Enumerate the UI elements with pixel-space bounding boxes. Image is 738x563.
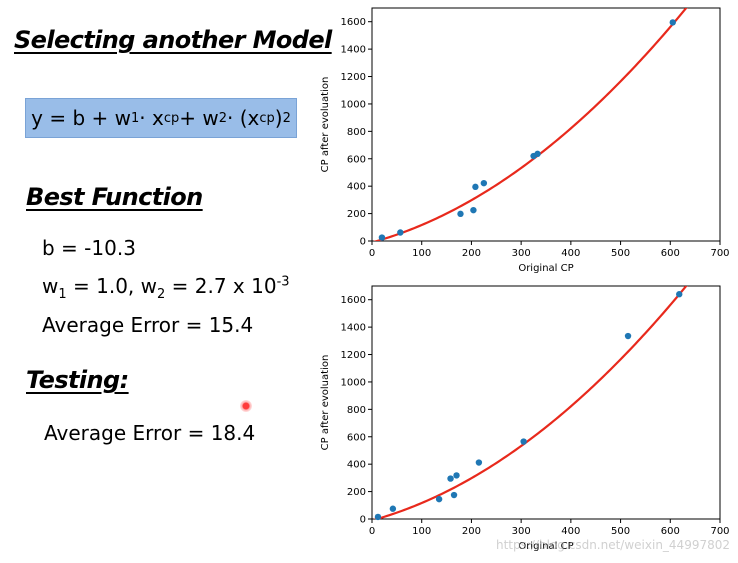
train-ytick-label: 1600 [341, 17, 366, 28]
test-data-point [389, 505, 397, 512]
w2-exp: -3 [276, 274, 290, 290]
train-data-point [534, 150, 541, 158]
b-value: b = -10.3 [42, 236, 136, 260]
w2-value: = 2.7 x 10 [165, 274, 277, 298]
train-data-point [378, 234, 386, 241]
formula-xcp2-sub: cp [259, 110, 275, 126]
test-data-point [435, 495, 443, 503]
train-ytick-label: 200 [347, 209, 366, 220]
w1-sub: 1 [58, 287, 67, 302]
training-chart-svg: 0 100 200 300 400 500 600 700 0 200 400 600 800 1000 1… [320, 7, 730, 274]
formula-xcp-sub: cp [163, 110, 180, 126]
train-data-point [480, 179, 488, 187]
watermark: https://blog.csdn.net/weixin_44997802 [495, 538, 730, 552]
train-xtick-label: 700 [710, 248, 729, 259]
test-data-point [475, 459, 483, 466]
formula-exp: 2 [282, 110, 291, 126]
test-xtick-label: 600 [661, 526, 680, 537]
test-xtick-label: 300 [512, 526, 531, 537]
train-xtick-label: 400 [561, 248, 580, 259]
w-values: w1 = 1.0, w2 = 2.7 x 10-3 [42, 274, 290, 302]
train-xtick-label: 300 [512, 248, 531, 259]
testing-title: Testing: [26, 366, 129, 394]
w1-value: = 1.0, w [66, 274, 157, 298]
test-average-error: Average Error = 18.4 [44, 421, 256, 445]
train-ytick-label: 1400 [341, 45, 366, 56]
test-data-point [624, 332, 632, 340]
train-xtick-label: 200 [462, 248, 481, 259]
train-average-error: Average Error = 15.4 [42, 313, 254, 337]
slide-title: Selecting another Model [14, 26, 332, 54]
testing-chart-svg: 0 100 200 300 400 500 600 700 0 200 400 600 800 1000 1… [320, 285, 730, 552]
test-ytick-label: 1200 [341, 350, 366, 361]
train-data-point [669, 19, 676, 26]
train-y-axis-label: CP after evoluation [320, 77, 331, 173]
train-data-point [457, 210, 464, 218]
w2-sub: 2 [157, 287, 166, 302]
test-xtick-label: 500 [611, 526, 630, 537]
test-xtick-label: 0 [369, 526, 375, 537]
train-ytick-label: 600 [347, 154, 366, 165]
formula-plus2: + w [179, 106, 219, 130]
laser-pointer-dot [240, 400, 252, 412]
test-data-point [520, 438, 527, 445]
test-plot-frame [371, 285, 721, 520]
formula-close: ) [274, 106, 283, 130]
test-x-axis-label: Original CP [518, 541, 573, 552]
test-model-curve [372, 286, 688, 519]
test-ytick-label: 1000 [341, 377, 366, 388]
test-ytick-label: 1600 [341, 295, 366, 306]
test-data-point [676, 291, 683, 298]
test-ytick-label: 800 [347, 405, 366, 416]
test-data-point [374, 513, 382, 521]
test-data-point [447, 475, 454, 482]
train-plot-frame [371, 7, 721, 242]
formula-lhs: y = b + w [31, 106, 131, 130]
test-xtick-label: 200 [462, 526, 481, 537]
best-function-title: Best Function [26, 183, 203, 211]
train-xtick-label: 600 [661, 248, 680, 259]
training-chart: 0 100 200 300 400 500 600 700 0 200 400 600 800 1000 1… [310, 0, 738, 280]
formula-w2-sub: 2 [218, 110, 227, 126]
formula-dot1: · x [139, 106, 164, 130]
train-ytick-label: 800 [347, 127, 366, 138]
train-xtick-label: 100 [412, 248, 431, 259]
train-ytick-label: 0 [360, 237, 366, 248]
w1-label: w [42, 274, 59, 298]
test-data-point [453, 472, 460, 479]
train-data-point [472, 183, 479, 191]
test-data-point [450, 491, 458, 499]
testing-chart: 0 100 200 300 400 500 600 700 0 200 400 600 800 1000 1… [310, 278, 738, 558]
train-xtick-label: 0 [369, 248, 375, 259]
train-data-point [470, 206, 477, 214]
test-ytick-label: 1400 [341, 323, 366, 334]
train-ytick-label: 1000 [341, 99, 366, 110]
train-ytick-label: 1200 [341, 72, 366, 83]
train-model-curve [372, 8, 688, 241]
test-ytick-label: 600 [347, 432, 366, 443]
test-xtick-label: 700 [710, 526, 729, 537]
formula-w1-sub: 1 [130, 110, 140, 126]
test-xtick-label: 100 [412, 526, 431, 537]
train-xtick-label: 500 [611, 248, 630, 259]
test-ytick-label: 200 [347, 487, 366, 498]
train-data-point [397, 229, 404, 236]
test-ytick-label: 400 [347, 460, 366, 471]
test-xtick-label: 400 [561, 526, 580, 537]
test-y-axis-label: CP after evoluation [320, 355, 331, 451]
train-ytick-label: 400 [347, 182, 366, 193]
test-ytick-label: 0 [360, 515, 366, 526]
formula-dot2: · (x [227, 106, 260, 130]
train-x-axis-label: Original CP [518, 263, 573, 274]
